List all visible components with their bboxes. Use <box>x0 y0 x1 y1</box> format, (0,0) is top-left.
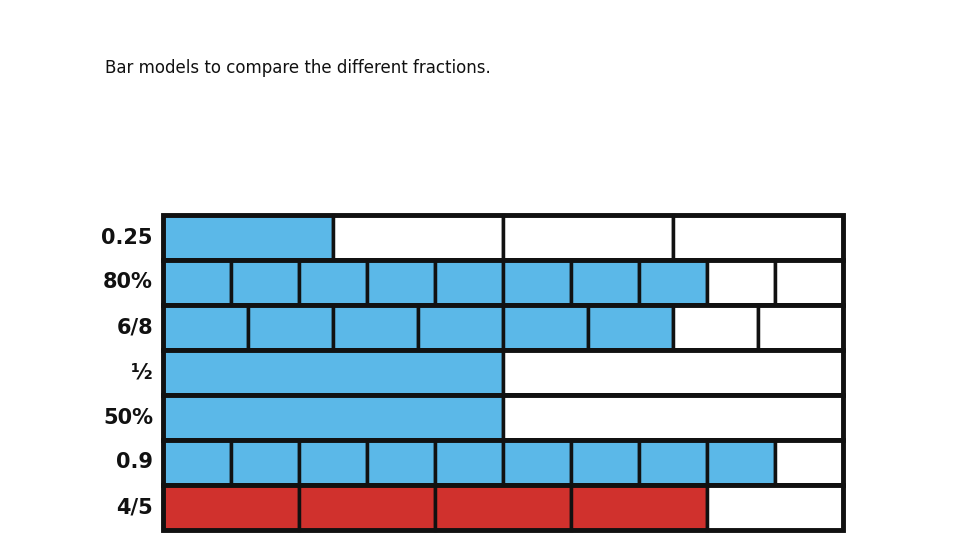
Bar <box>418 305 503 350</box>
Bar <box>503 305 588 350</box>
Bar <box>639 440 707 485</box>
Bar <box>503 350 843 395</box>
Bar <box>503 215 673 260</box>
Bar <box>231 440 299 485</box>
Bar <box>571 440 639 485</box>
Bar <box>163 485 299 530</box>
Bar <box>775 260 843 305</box>
Bar <box>163 485 843 530</box>
Bar <box>299 485 435 530</box>
Bar <box>588 305 673 350</box>
Bar <box>231 260 299 305</box>
Bar <box>758 305 843 350</box>
Bar <box>163 215 333 260</box>
Bar <box>163 395 503 440</box>
Bar <box>248 305 333 350</box>
Bar <box>299 440 367 485</box>
Text: ½: ½ <box>132 362 153 382</box>
Bar <box>707 440 775 485</box>
Bar <box>435 440 503 485</box>
Bar <box>367 440 435 485</box>
Bar <box>435 260 503 305</box>
Bar <box>673 215 843 260</box>
Bar <box>163 395 843 440</box>
Bar <box>163 440 231 485</box>
Bar <box>333 215 503 260</box>
Bar <box>163 350 843 395</box>
Bar <box>299 260 367 305</box>
Bar <box>707 485 843 530</box>
Bar <box>775 440 843 485</box>
Bar <box>435 485 571 530</box>
Bar <box>163 440 843 485</box>
Text: 4/5: 4/5 <box>116 497 153 517</box>
Bar <box>163 305 843 350</box>
Text: 0.25: 0.25 <box>102 227 153 247</box>
Bar <box>571 260 639 305</box>
Text: 6/8: 6/8 <box>116 318 153 338</box>
Text: 50%: 50% <box>103 408 153 428</box>
Bar <box>503 440 571 485</box>
Bar <box>163 305 248 350</box>
Bar <box>707 260 775 305</box>
Bar <box>503 395 843 440</box>
Text: 0.9: 0.9 <box>116 453 153 472</box>
Bar <box>673 305 758 350</box>
Bar <box>163 215 843 260</box>
Bar <box>163 260 843 305</box>
Bar <box>367 260 435 305</box>
Bar <box>163 350 503 395</box>
Text: Bar models to compare the different fractions.: Bar models to compare the different frac… <box>105 59 491 77</box>
Bar <box>333 305 418 350</box>
Bar <box>503 260 571 305</box>
Bar <box>639 260 707 305</box>
Text: 80%: 80% <box>103 273 153 293</box>
Bar <box>571 485 707 530</box>
Bar <box>163 260 231 305</box>
